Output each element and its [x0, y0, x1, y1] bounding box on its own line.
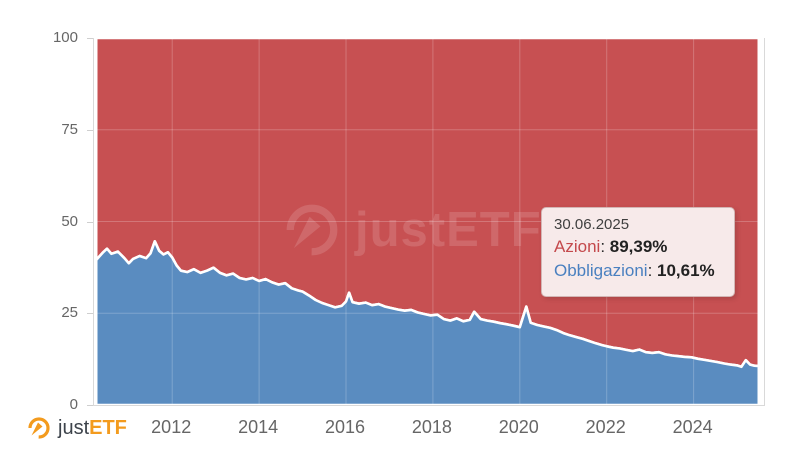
logo-text-etf: ETF [89, 416, 127, 439]
tooltip-date: 30.06.2025 [554, 216, 630, 233]
y-axis-tick [87, 221, 93, 223]
y-axis-tick [87, 129, 93, 131]
y-axis-tick [87, 38, 93, 39]
tooltip-colon: : [647, 261, 658, 280]
x-axis-label: 2014 [238, 417, 279, 437]
y-axis-label: 100 [52, 29, 78, 46]
x-axis-label: 2020 [498, 417, 539, 437]
tooltip-row-obbligazioni: Obbligazioni: 10,61% [554, 259, 722, 283]
y-axis-label: 75 [61, 120, 78, 138]
y-axis-label: 25 [61, 304, 78, 322]
x-axis-label: 2016 [324, 417, 366, 437]
logo-text: justETF [58, 417, 127, 440]
tooltip-series-label: Azioni [554, 237, 601, 256]
x-axis-label: 2012 [151, 417, 192, 437]
x-axis-label: 2022 [585, 417, 626, 437]
tooltip-row-azioni: Azioni: 89,39% [554, 235, 722, 259]
area-series [94, 240, 761, 405]
tooltip-colon: : [600, 237, 610, 256]
y-axis-tick [87, 405, 93, 406]
chart-tooltip: 30.06.2025 Azioni: 89,39% Obbligazioni: … [541, 207, 735, 297]
y-axis-label: 50 [61, 212, 78, 230]
tooltip-series-value: 89,39% [609, 237, 668, 256]
logo-text-just: just [58, 416, 90, 439]
tooltip-series-value: 10,61% [657, 261, 715, 280]
x-axis-label: 2018 [411, 417, 452, 437]
justetf-logo-icon [28, 417, 50, 439]
y-axis-label: 0 [69, 396, 78, 413]
x-axis-label: 2024 [672, 417, 713, 437]
justetf-logo[interactable]: justETF [27, 416, 127, 440]
y-axis-tick [87, 313, 93, 315]
tooltip-series-label: Obbligazioni [554, 261, 648, 280]
